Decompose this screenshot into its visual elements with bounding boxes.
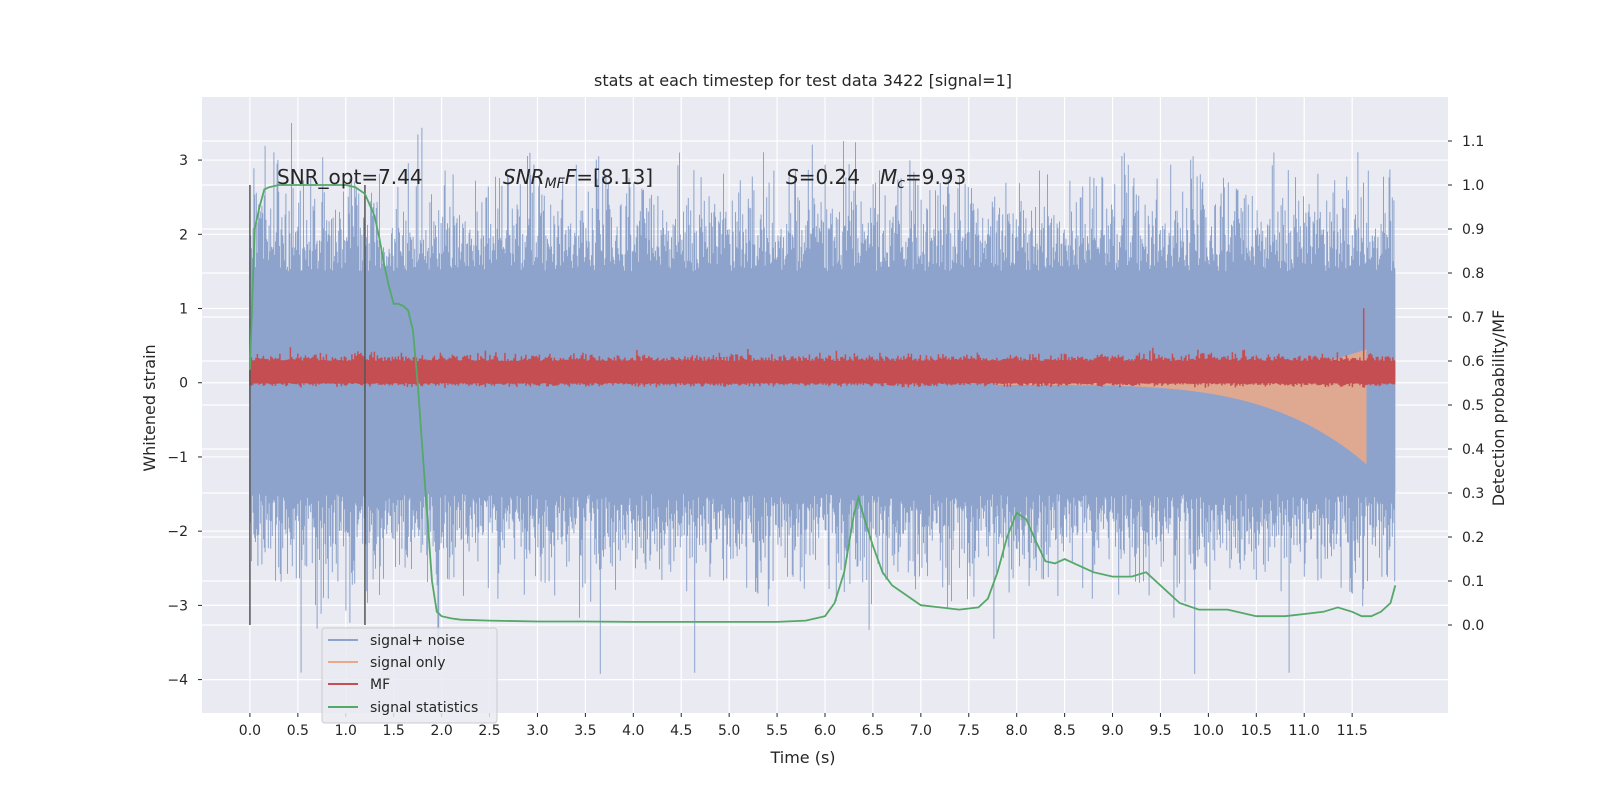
x-tick-label: 8.5	[1053, 723, 1075, 739]
annotation-snr-mf-sub: MF	[545, 176, 566, 192]
x-tick-label: 7.5	[958, 723, 980, 739]
annotation-snr-mf: SNRMFF=[8.13]	[503, 165, 653, 192]
legend-label-mf: MF	[370, 677, 390, 693]
annotation-s: S=0.24	[786, 165, 860, 189]
x-tick-label: 3.5	[574, 723, 596, 739]
annotation-mc-value: =9.93	[905, 165, 966, 189]
x-tick-label: 9.0	[1101, 723, 1123, 739]
y-left-tick-label: 1	[179, 302, 188, 318]
left-y-axis-title: Whitened strain	[140, 344, 159, 471]
y-right-tick-label: 0.1	[1462, 574, 1484, 590]
right-y-axis-title: Detection probability/MF	[1489, 310, 1508, 507]
x-tick-label: 10.0	[1193, 723, 1224, 739]
y-right-tick-label: 0.4	[1462, 442, 1484, 458]
y-left-tick-label: 3	[179, 153, 188, 169]
series-signal-statistics	[249, 184, 1397, 623]
chart-title: stats at each timestep for test data 342…	[594, 71, 1012, 90]
x-axis-ticks: 0.0 0.5 1.0 1.5 2.0 2.5 3.0 3.5 4.0 4.5 5.0 5.5 6.0 6…	[239, 713, 1368, 739]
signal-statistics-line	[249, 184, 1397, 623]
x-tick-label: 2.0	[430, 723, 452, 739]
x-tick-label: 6.5	[862, 723, 884, 739]
y-left-tick-label: −3	[167, 598, 188, 614]
y-left-tick-label: −2	[167, 524, 188, 540]
legend-label-signal-noise: signal+ noise	[370, 633, 465, 649]
x-tick-label: 3.0	[526, 723, 548, 739]
x-tick-label: 5.0	[718, 723, 740, 739]
legend-label-signal-only: signal only	[370, 655, 445, 671]
x-tick-label: 2.5	[478, 723, 500, 739]
x-tick-label: 5.5	[766, 723, 788, 739]
annotation-snr-opt: SNR_opt=7.44	[277, 165, 423, 189]
x-tick-label: 1.0	[335, 723, 357, 739]
y-right-tick-label: 1.0	[1462, 178, 1484, 194]
x-tick-label: 8.0	[1006, 723, 1028, 739]
x-tick-label: 11.0	[1289, 723, 1320, 739]
y-right-tick-label: 0.5	[1462, 398, 1484, 414]
legend: signal+ noise signal only MF signal stat…	[321, 627, 498, 724]
y-right-tick-label: 0.8	[1462, 266, 1484, 282]
y-right-tick-label: 0.3	[1462, 486, 1484, 502]
annotation-mc: Mc=9.93	[880, 165, 966, 192]
annotation-snr-mf-value: =[8.13]	[576, 165, 653, 189]
series-mf	[249, 308, 1396, 388]
vertical-markers	[249, 185, 366, 625]
x-tick-label: 4.0	[622, 723, 644, 739]
y-left-tick-label: 0	[179, 376, 188, 392]
x-tick-label: 4.5	[670, 723, 692, 739]
legend-label-signal-statistics: signal statistics	[370, 700, 478, 716]
legend-box	[321, 627, 498, 724]
y-right-tick-label: 0.0	[1462, 618, 1484, 634]
x-axis-title: Time (s)	[769, 748, 835, 767]
y-right-tick-label: 0.9	[1462, 222, 1484, 238]
right-y-axis-ticks: 0.0 0.1 0.2 0.3 0.4 0.5 0.6 0.7 0.8 0.9 1.0 1.1	[1448, 134, 1484, 634]
annotation-mc-label: M	[880, 165, 897, 189]
y-left-tick-label: −1	[167, 450, 188, 466]
y-left-tick-label: −4	[167, 673, 188, 689]
x-tick-label: 11.5	[1337, 723, 1368, 739]
annotation-mc-sub: c	[897, 176, 905, 192]
annotation-s-value: =0.24	[799, 165, 860, 189]
x-tick-label: 1.5	[383, 723, 405, 739]
x-tick-label: 0.5	[287, 723, 309, 739]
y-right-tick-label: 0.2	[1462, 530, 1484, 546]
x-tick-label: 0.0	[239, 723, 261, 739]
y-right-tick-label: 1.1	[1462, 134, 1484, 150]
left-y-axis-ticks: 3 2 1 0 −1 −2 −3 −4	[167, 153, 202, 689]
x-tick-label: 10.5	[1241, 723, 1272, 739]
y-right-tick-label: 0.7	[1462, 310, 1484, 326]
x-tick-label: 9.5	[1149, 723, 1171, 739]
y-right-tick-label: 0.6	[1462, 354, 1484, 370]
x-tick-label: 7.0	[910, 723, 932, 739]
x-tick-label: 6.0	[814, 723, 836, 739]
annotation-s-label: S	[786, 165, 799, 189]
annotation-snr-mf-f: F	[565, 165, 577, 189]
annotation-snr-mf-label: SNR	[503, 165, 545, 189]
y-left-tick-label: 2	[179, 227, 188, 243]
